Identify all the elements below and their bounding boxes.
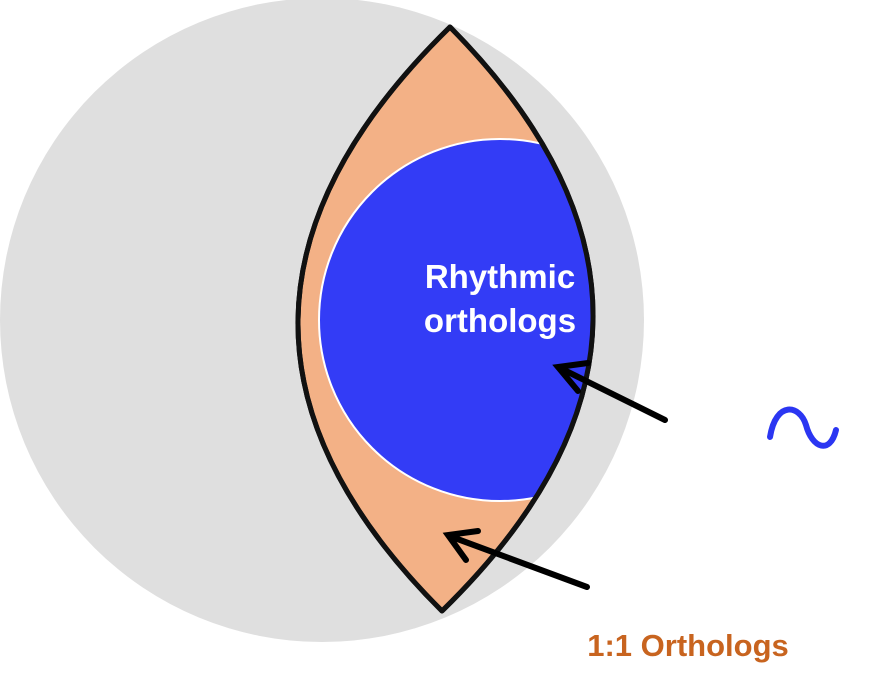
orthologs-label: 1:1 Orthologs [587, 628, 789, 663]
tilde-wave-icon [767, 406, 839, 449]
arrow-orthologs-icon [442, 528, 590, 590]
rhythmic-label-line2: orthologs [424, 302, 576, 339]
orthologs-lens-outline [295, 24, 596, 614]
rhythmic-label-line1: Rhythmic [425, 258, 575, 295]
arrow-rhythmic-icon [552, 360, 668, 423]
